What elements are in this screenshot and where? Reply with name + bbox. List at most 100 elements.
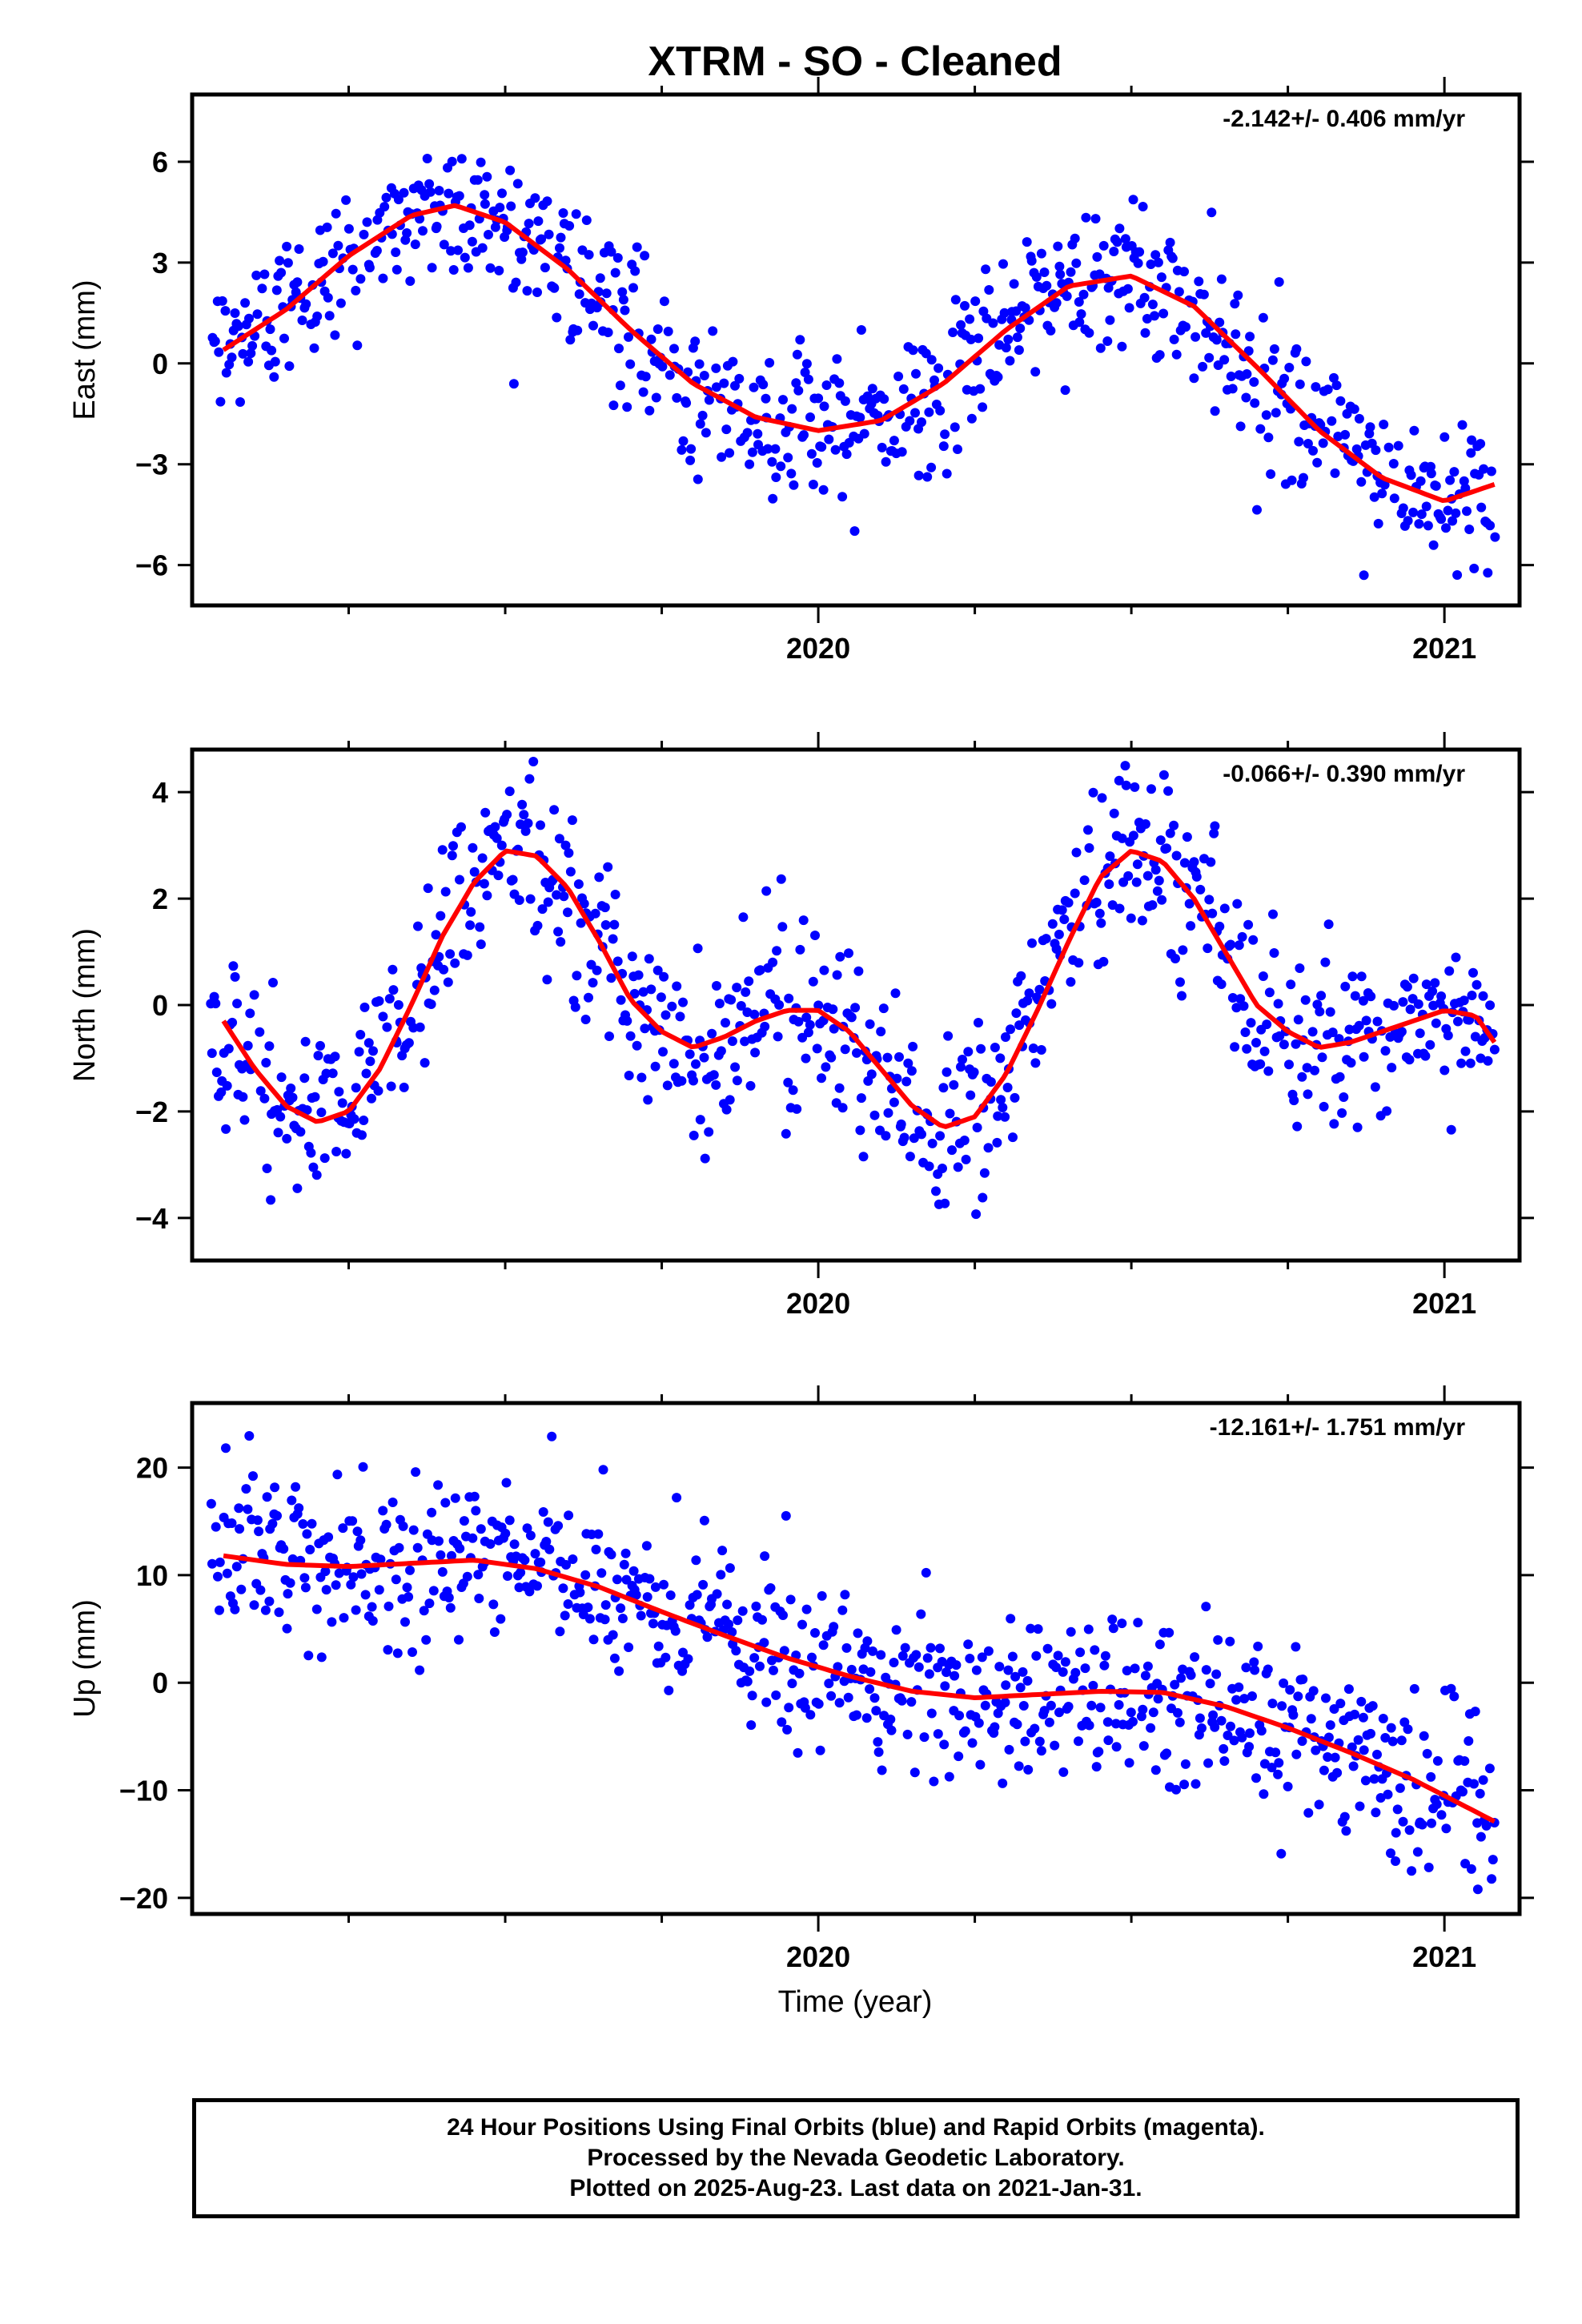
data-point — [1225, 1636, 1235, 1647]
data-point — [926, 462, 937, 472]
data-point — [813, 393, 824, 404]
data-point — [1460, 1756, 1470, 1766]
data-point — [308, 1162, 319, 1172]
data-point — [901, 1076, 912, 1087]
data-point — [1018, 1701, 1029, 1711]
data-point — [266, 1195, 276, 1205]
data-point — [356, 1569, 367, 1579]
data-point — [1128, 1716, 1138, 1727]
data-point — [646, 334, 656, 344]
data-point — [761, 1697, 772, 1707]
data-point — [542, 196, 552, 207]
data-point — [1365, 422, 1375, 432]
data-point — [1446, 1124, 1456, 1135]
data-point — [1081, 212, 1091, 223]
data-point — [633, 970, 644, 980]
data-point — [662, 1080, 673, 1091]
data-point — [1216, 1715, 1227, 1726]
data-point — [990, 1722, 1000, 1732]
data-point — [709, 1070, 719, 1080]
data-point — [981, 264, 991, 275]
data-point — [1148, 1707, 1158, 1718]
data-point — [1027, 938, 1037, 948]
data-point — [532, 1581, 542, 1591]
data-point — [956, 320, 966, 330]
data-point — [818, 485, 829, 495]
data-point — [1140, 328, 1150, 338]
data-point — [1150, 865, 1161, 875]
data-point — [351, 285, 361, 296]
y-tick-label: −6 — [135, 549, 168, 582]
data-point — [630, 266, 640, 276]
data-point — [745, 1666, 755, 1676]
data-point — [1321, 1693, 1331, 1703]
data-point — [1195, 884, 1206, 895]
data-point — [287, 1092, 298, 1103]
data-point — [1403, 1724, 1413, 1735]
data-point — [1020, 303, 1030, 313]
data-point — [1253, 1641, 1263, 1651]
data-point — [1404, 1055, 1415, 1065]
data-point — [1379, 420, 1389, 429]
data-point — [1406, 470, 1416, 480]
data-point — [1046, 1700, 1056, 1711]
data-point — [1360, 1775, 1371, 1786]
y-tick-label: 10 — [136, 1559, 168, 1592]
data-point — [1007, 1651, 1018, 1662]
data-point — [1396, 1027, 1407, 1037]
figure-title: XTRM - SO - Cleaned — [648, 38, 1062, 85]
data-point — [782, 1724, 793, 1735]
data-point — [1190, 1652, 1200, 1663]
north-panel: 4 2 0 −2 −4 2020 2021 North (mm) -0.066+/- 0.390… — [68, 732, 1534, 1320]
data-point — [926, 1708, 937, 1719]
data-point — [625, 359, 636, 369]
data-point — [956, 1062, 966, 1072]
data-point — [339, 1613, 349, 1623]
data-point — [1396, 1735, 1407, 1746]
data-point — [274, 1607, 284, 1618]
data-point — [833, 1662, 843, 1672]
data-point — [447, 1550, 456, 1561]
data-point — [1459, 995, 1469, 1006]
data-point — [963, 1047, 974, 1057]
data-point — [1088, 787, 1098, 798]
data-point — [1090, 1645, 1100, 1655]
data-point — [246, 348, 256, 359]
data-point — [1366, 1728, 1375, 1739]
data-point — [1128, 195, 1138, 205]
data-point — [1408, 973, 1419, 983]
data-point — [708, 326, 718, 336]
data-point — [1271, 1747, 1281, 1758]
data-point — [355, 1535, 366, 1546]
data-point — [382, 1022, 392, 1032]
data-point — [444, 1593, 454, 1602]
data-point — [929, 1776, 939, 1787]
data-point — [659, 971, 669, 982]
data-point — [1233, 290, 1243, 300]
data-point — [224, 360, 235, 370]
data-point — [214, 347, 224, 357]
data-point — [1341, 1826, 1351, 1836]
data-point — [926, 1642, 936, 1653]
data-point — [868, 1646, 877, 1656]
data-point — [287, 1495, 297, 1506]
data-point — [553, 1521, 564, 1531]
data-point — [948, 328, 958, 337]
data-point — [1146, 784, 1156, 794]
data-point — [1358, 995, 1368, 1006]
data-point — [620, 305, 630, 316]
data-point — [1395, 1783, 1405, 1793]
data-point — [1084, 1720, 1094, 1731]
data-point — [484, 230, 493, 239]
data-point — [315, 1040, 325, 1051]
data-point — [1003, 1665, 1014, 1675]
data-point — [622, 1015, 632, 1026]
data-point — [1479, 464, 1489, 474]
data-point — [1186, 921, 1196, 931]
data-point — [1036, 248, 1046, 259]
data-point — [1001, 343, 1011, 353]
data-point — [506, 201, 516, 211]
data-point — [1371, 445, 1381, 456]
data-point — [805, 1019, 815, 1030]
data-point — [364, 263, 375, 273]
